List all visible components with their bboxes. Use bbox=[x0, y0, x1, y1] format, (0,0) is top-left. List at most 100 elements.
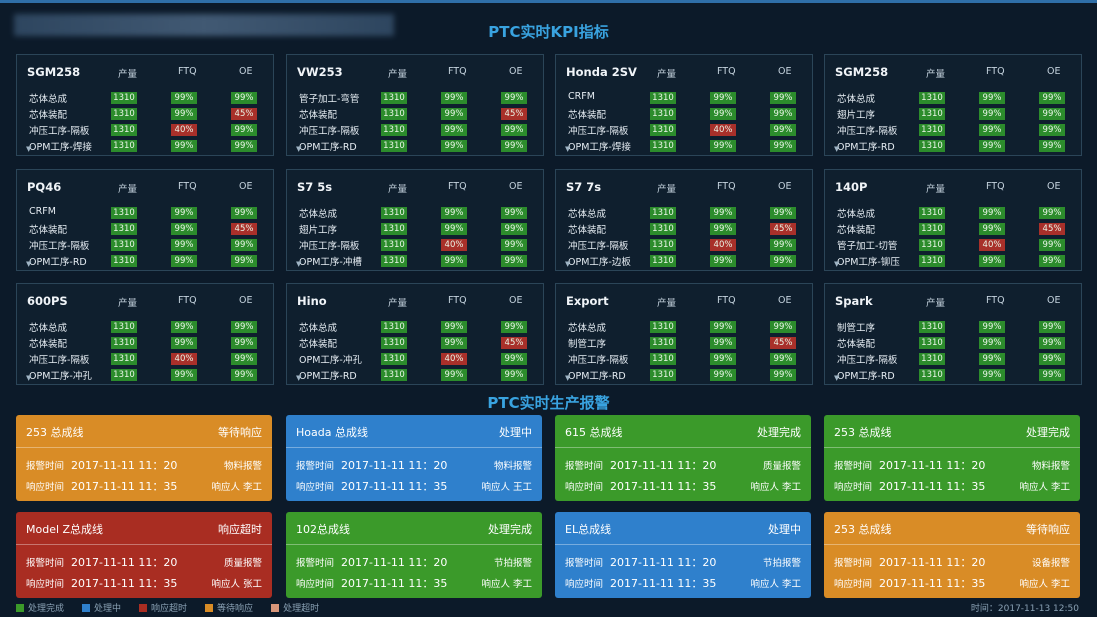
kpi-ftq-value: 99% bbox=[979, 321, 1005, 333]
kpi-column-header-ftq: FTQ bbox=[986, 295, 1005, 306]
kpi-output-value: 1310 bbox=[381, 255, 407, 267]
kpi-row-label: 冲压工序-隔板 bbox=[568, 241, 629, 252]
chevron-down-icon[interactable]: ▼ bbox=[26, 374, 32, 382]
kpi-row: OPM工序-RD 1310 99% 99% bbox=[825, 368, 1081, 382]
kpi-card[interactable]: Honda 2SV 产量 FTQ OE CRFM 1310 99% 99% 芯体装配 1310 99… bbox=[555, 54, 813, 156]
kpi-row-label: 翅片工序 bbox=[837, 110, 876, 121]
chevron-down-icon[interactable]: ▼ bbox=[296, 374, 302, 382]
response-row: 响应时间 2017-11-11 11：35 响应人 李工 bbox=[26, 478, 262, 493]
kpi-row-label: OPM工序-冲孔 bbox=[29, 371, 92, 382]
kpi-row: CRFM 1310 99% 99% bbox=[17, 206, 273, 220]
kpi-output-value: 1310 bbox=[919, 140, 945, 152]
kpi-oe-value: 99% bbox=[770, 369, 796, 381]
chevron-down-icon[interactable]: ▼ bbox=[296, 145, 302, 153]
kpi-row-label: 冲压工序-隔板 bbox=[837, 126, 898, 137]
alarm-time-row: 报警时间 2017-11-11 11：20 质量报警 bbox=[26, 554, 262, 569]
kpi-ftq-value: 99% bbox=[441, 321, 467, 333]
kpi-card-title: Spark bbox=[835, 294, 873, 308]
legend-item: 响应超时 bbox=[139, 604, 187, 614]
kpi-output-value: 1310 bbox=[111, 239, 137, 251]
kpi-row: CRFM 1310 99% 99% bbox=[556, 91, 812, 105]
kpi-column-header-output: 产量 bbox=[657, 298, 677, 309]
kpi-card[interactable]: Export 产量 FTQ OE 芯体总成 1310 99% 99% 制管工序 1310 99% 45… bbox=[555, 283, 813, 385]
alarm-time-row: 报警时间 2017-11-11 11：20 节拍报警 bbox=[565, 554, 801, 569]
alarm-card-header: 102总成线 处理完成 bbox=[286, 512, 542, 545]
kpi-ftq-value: 99% bbox=[441, 140, 467, 152]
responder-label: 响应人 bbox=[211, 579, 240, 590]
kpi-oe-value: 99% bbox=[231, 124, 257, 136]
alarm-card[interactable]: 253 总成线 等待响应 报警时间 2017-11-11 11：20 物料报警 响应时间 2… bbox=[16, 415, 272, 501]
kpi-card[interactable]: SGM258 产量 FTQ OE 芯体总成 1310 99% 99% 芯体装配 1310 99% 45… bbox=[16, 54, 274, 156]
kpi-card[interactable]: Hino 产量 FTQ OE 芯体总成 1310 99% 99% 芯体装配 1310 99% 45% O… bbox=[286, 283, 544, 385]
kpi-oe-value: 99% bbox=[770, 140, 796, 152]
kpi-oe-value: 99% bbox=[770, 353, 796, 365]
chevron-down-icon[interactable]: ▼ bbox=[565, 260, 571, 268]
kpi-card-title: S7 5s bbox=[297, 180, 333, 194]
kpi-ftq-value: 99% bbox=[710, 140, 736, 152]
kpi-row: OPM工序-冲孔 1310 40% 99% bbox=[287, 352, 543, 366]
kpi-oe-value: 99% bbox=[1039, 207, 1065, 219]
kpi-row-label: 芯体装配 bbox=[299, 339, 338, 350]
alarm-card[interactable]: Hoada 总成线 处理中 报警时间 2017-11-11 11：20 物料报警 响应时间… bbox=[286, 415, 542, 501]
kpi-ftq-value: 40% bbox=[710, 239, 736, 251]
alarm-time-value: 2017-11-11 11：20 bbox=[71, 556, 178, 569]
kpi-output-value: 1310 bbox=[919, 223, 945, 235]
alarm-card[interactable]: 253 总成线 等待响应 报警时间 2017-11-11 11：20 设备报警 响应时间 2… bbox=[824, 512, 1080, 598]
chevron-down-icon[interactable]: ▼ bbox=[834, 260, 840, 268]
kpi-ftq-value: 40% bbox=[710, 124, 736, 136]
kpi-row: 芯体总成 1310 99% 99% bbox=[825, 206, 1081, 220]
alarm-card[interactable]: EL总成线 处理中 报警时间 2017-11-11 11：20 节拍报警 响应时间 2017… bbox=[555, 512, 811, 598]
chevron-down-icon[interactable]: ▼ bbox=[26, 145, 32, 153]
alarm-time-row: 报警时间 2017-11-11 11：20 物料报警 bbox=[296, 457, 532, 472]
chevron-down-icon[interactable]: ▼ bbox=[296, 260, 302, 268]
alarm-card[interactable]: 253 总成线 处理完成 报警时间 2017-11-11 11：20 物料报警 响应时间 2… bbox=[824, 415, 1080, 501]
kpi-oe-value: 99% bbox=[1039, 140, 1065, 152]
chevron-down-icon[interactable]: ▼ bbox=[565, 145, 571, 153]
kpi-ftq-value: 99% bbox=[710, 207, 736, 219]
alarm-time-row: 报警时间 2017-11-11 11：20 设备报警 bbox=[834, 554, 1070, 569]
alarm-status: 处理中 bbox=[768, 523, 801, 536]
kpi-output-value: 1310 bbox=[650, 337, 676, 349]
kpi-output-value: 1310 bbox=[650, 92, 676, 104]
kpi-card[interactable]: S7 7s 产量 FTQ OE 芯体总成 1310 99% 99% 芯体装配 1310 99% 45%… bbox=[555, 169, 813, 271]
alarm-time-label: 报警时间 bbox=[296, 558, 335, 569]
alarm-card[interactable]: 615 总成线 处理完成 报警时间 2017-11-11 11：20 质量报警 响应时间 2… bbox=[555, 415, 811, 501]
alarm-card[interactable]: 102总成线 处理完成 报警时间 2017-11-11 11：20 节拍报警 响应时间 20… bbox=[286, 512, 542, 598]
kpi-row: 冲压工序-隔板 1310 99% 99% bbox=[556, 352, 812, 366]
response-time-label: 响应时间 bbox=[26, 579, 65, 590]
kpi-ftq-value: 99% bbox=[710, 92, 736, 104]
kpi-oe-value: 99% bbox=[501, 353, 527, 365]
kpi-row-label: 冲压工序-隔板 bbox=[29, 241, 90, 252]
kpi-card[interactable]: Spark 产量 FTQ OE 制管工序 1310 99% 99% 芯体装配 1310 99% 99%… bbox=[824, 283, 1082, 385]
kpi-ftq-value: 99% bbox=[979, 223, 1005, 235]
kpi-output-value: 1310 bbox=[111, 255, 137, 267]
kpi-row-label: 冲压工序-隔板 bbox=[299, 241, 360, 252]
kpi-oe-value: 99% bbox=[231, 207, 257, 219]
kpi-card[interactable]: PQ46 产量 FTQ OE CRFM 1310 99% 99% 芯体装配 1310 99% 45% 冲… bbox=[16, 169, 274, 271]
kpi-card[interactable]: SGM258 产量 FTQ OE 芯体总成 1310 99% 99% 翅片工序 1310 99% 99… bbox=[824, 54, 1082, 156]
kpi-row: 芯体总成 1310 99% 99% bbox=[287, 320, 543, 334]
chevron-down-icon[interactable]: ▼ bbox=[26, 260, 32, 268]
kpi-card[interactable]: VW253 产量 FTQ OE 管子加工-弯管 1310 99% 99% 芯体装配 1310 99%… bbox=[286, 54, 544, 156]
kpi-row: 芯体总成 1310 99% 99% bbox=[825, 91, 1081, 105]
legend-label: 处理中 bbox=[94, 604, 122, 614]
kpi-output-value: 1310 bbox=[381, 140, 407, 152]
chevron-down-icon[interactable]: ▼ bbox=[834, 145, 840, 153]
kpi-output-value: 1310 bbox=[919, 321, 945, 333]
kpi-card[interactable]: 600PS 产量 FTQ OE 芯体总成 1310 99% 99% 芯体装配 1310 99% 99%… bbox=[16, 283, 274, 385]
chevron-down-icon[interactable]: ▼ bbox=[565, 374, 571, 382]
kpi-card[interactable]: S7 5s 产量 FTQ OE 芯体总成 1310 99% 99% 翅片工序 1310 99% 99%… bbox=[286, 169, 544, 271]
kpi-row-label: 芯体装配 bbox=[837, 225, 876, 236]
kpi-row-label: 制管工序 bbox=[837, 323, 876, 334]
kpi-row: 翅片工序 1310 99% 99% bbox=[825, 107, 1081, 121]
alarm-time-value: 2017-11-11 11：20 bbox=[879, 459, 986, 472]
legend-item: 处理完成 bbox=[16, 604, 64, 614]
kpi-card[interactable]: 140P 产量 FTQ OE 芯体总成 1310 99% 99% 芯体装配 1310 99% 45% 管… bbox=[824, 169, 1082, 271]
legend-swatch bbox=[271, 604, 280, 612]
chevron-down-icon[interactable]: ▼ bbox=[834, 374, 840, 382]
response-row: 响应时间 2017-11-11 11：35 响应人 李工 bbox=[565, 575, 801, 590]
kpi-oe-value: 99% bbox=[770, 92, 796, 104]
kpi-column-header-output: 产量 bbox=[118, 298, 138, 309]
kpi-card-title: SGM258 bbox=[27, 65, 81, 79]
alarm-card[interactable]: Model Z总成线 响应超时 报警时间 2017-11-11 11：20 质量报警 响应… bbox=[16, 512, 272, 598]
